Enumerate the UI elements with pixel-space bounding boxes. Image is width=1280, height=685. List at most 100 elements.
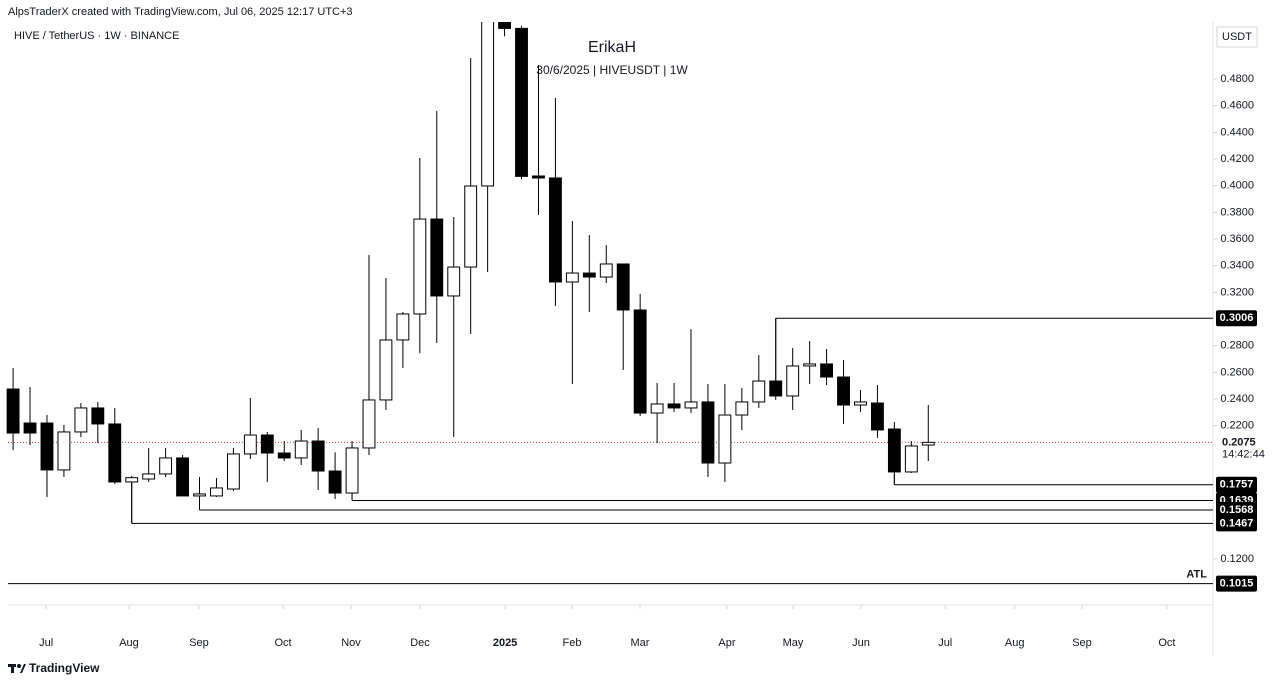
- x-tick-label: Apr: [718, 637, 735, 649]
- candle-body: [904, 445, 918, 473]
- candle-body: [176, 457, 189, 497]
- candle-body: [6, 388, 20, 434]
- y-tick-label: 0.4800: [1220, 73, 1254, 85]
- candle-body: [616, 263, 630, 311]
- candle-body: [854, 401, 867, 406]
- level-annotation: ATL: [1186, 569, 1207, 581]
- y-tick-label: 0.2200: [1220, 420, 1254, 432]
- y-tick-label: 0.3600: [1220, 233, 1254, 245]
- y-tick-label: 0.2800: [1220, 340, 1254, 352]
- candle-body: [684, 401, 698, 409]
- x-tick-label: Oct: [1158, 637, 1175, 649]
- level-label: 0.1015: [1220, 578, 1254, 590]
- chart-title: ErikaH: [588, 39, 636, 56]
- y-tick-label: 0.4400: [1220, 126, 1254, 138]
- y-tick-label: 0.4000: [1220, 180, 1254, 192]
- candle-body: [786, 365, 800, 397]
- candle-body: [515, 27, 528, 177]
- candle-body: [91, 407, 105, 425]
- candle-body: [74, 407, 88, 433]
- candle-body: [345, 447, 359, 494]
- candle-body: [396, 313, 410, 341]
- level-label: 0.3006: [1220, 312, 1254, 324]
- x-tick-label: Jul: [39, 637, 53, 649]
- candle-body: [548, 177, 562, 283]
- candle-body: [210, 487, 223, 497]
- candle-body: [667, 403, 681, 409]
- candle-body: [735, 401, 749, 416]
- candle-body: [57, 431, 71, 471]
- y-tick-label: 0.2600: [1220, 366, 1254, 378]
- candle-body: [532, 175, 545, 179]
- y-tick-label: 0.1200: [1220, 553, 1254, 565]
- candle-body: [260, 434, 274, 454]
- candle-body: [701, 401, 715, 464]
- level-tag: [1216, 476, 1257, 493]
- last-price-tag: [1216, 434, 1257, 463]
- symbol: HIVE / TetherUS · 1W · BINANCE: [14, 30, 179, 42]
- candle-body: [328, 470, 342, 494]
- candle-body: [650, 403, 664, 414]
- candle-body: [159, 457, 173, 475]
- candle-body: [125, 477, 139, 483]
- candle-body: [413, 218, 427, 315]
- level-label: 0.1757: [1220, 479, 1254, 491]
- candle-body: [599, 263, 613, 278]
- x-tick-label: Nov: [341, 637, 361, 649]
- candle-body: [108, 423, 122, 483]
- candle-body: [362, 399, 376, 449]
- top-mask: [0, 0, 1280, 22]
- candle-body: [820, 363, 834, 378]
- unit-label: USDT: [1222, 31, 1252, 43]
- x-tick-label: Dec: [410, 637, 430, 649]
- candle-body: [23, 422, 37, 434]
- candle-body: [565, 272, 579, 283]
- candle-body: [277, 452, 291, 459]
- x-tick-label: Aug: [119, 637, 139, 649]
- candle-body: [870, 402, 884, 431]
- candle-body: [193, 493, 206, 497]
- x-tick-label: Mar: [631, 637, 650, 649]
- y-tick-label: 0.3200: [1220, 286, 1254, 298]
- candle-body: [921, 441, 935, 446]
- y-tick-label: 0.4600: [1220, 100, 1254, 112]
- x-tick-label: Feb: [563, 637, 582, 649]
- x-tick-label: Sep: [189, 637, 209, 649]
- x-tick-label: Aug: [1005, 637, 1025, 649]
- unit-box: [1216, 26, 1258, 48]
- level-tag: [1216, 310, 1257, 327]
- x-tick-label: 2025: [493, 637, 517, 649]
- x-tick-label: Sep: [1072, 637, 1092, 649]
- x-tick-label: Oct: [275, 637, 292, 649]
- x-tick-label: May: [783, 637, 804, 649]
- level-tag: [1216, 515, 1257, 532]
- last-price-label: 0.2075: [1222, 436, 1256, 448]
- candle-body: [887, 428, 901, 473]
- candle-body: [142, 473, 156, 480]
- candle-body: [633, 309, 647, 414]
- brand: TradingView: [29, 661, 100, 675]
- y-tick-label: 0.3800: [1220, 206, 1254, 218]
- candle-body: [752, 380, 766, 403]
- candle-body: [582, 272, 596, 278]
- candle-body: [311, 440, 325, 472]
- candle-body: [447, 266, 461, 297]
- credit: AlpsTraderX created with TradingView.com…: [8, 6, 353, 18]
- candle-body: [379, 339, 393, 401]
- candle-body: [803, 363, 817, 367]
- candle-body: [464, 185, 478, 268]
- chart-subtitle: 30/6/2025 | HIVEUSDT | 1W: [536, 63, 688, 77]
- candle-body: [837, 376, 850, 406]
- countdown: 14:42:44: [1222, 448, 1265, 460]
- candle-body: [718, 414, 732, 464]
- candle-body: [769, 380, 783, 397]
- y-tick-label: 0.4200: [1220, 153, 1254, 165]
- x-tick-label: Jul: [938, 637, 952, 649]
- candle-body: [226, 453, 240, 490]
- candle-body: [430, 218, 444, 297]
- level-label: 0.1467: [1220, 517, 1254, 529]
- x-tick-label: Jun: [852, 637, 870, 649]
- candle-body: [243, 434, 257, 455]
- level-tag: [1216, 575, 1257, 592]
